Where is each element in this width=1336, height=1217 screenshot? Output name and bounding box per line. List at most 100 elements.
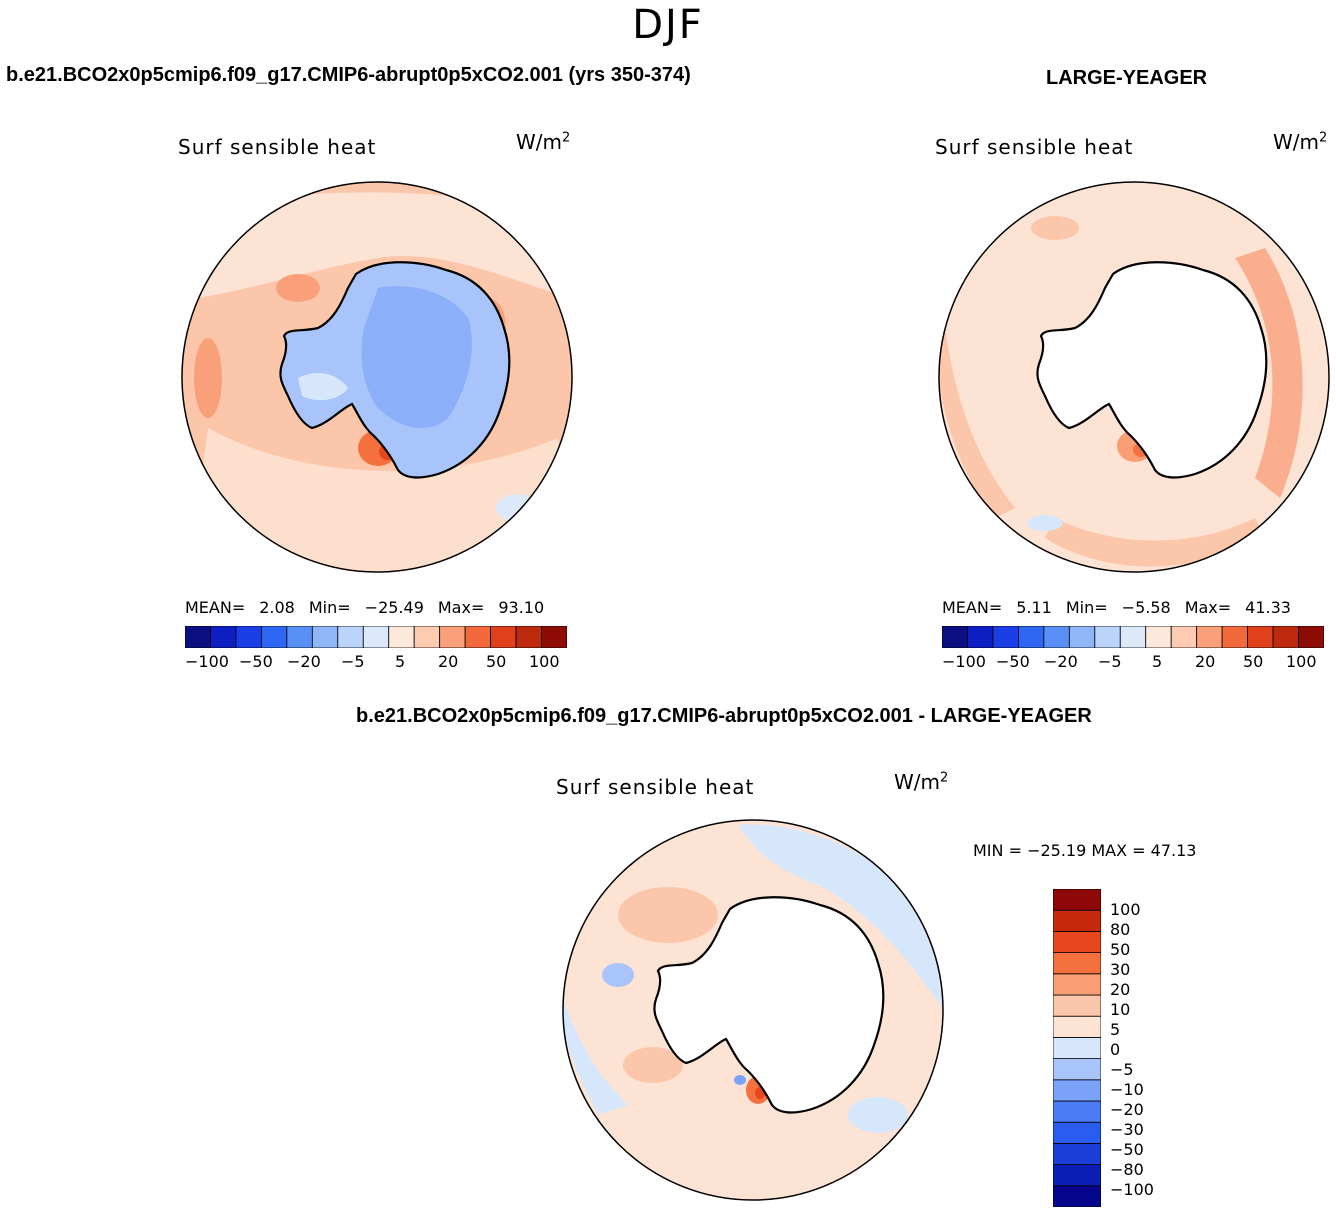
right-colorbar-ticks: −100 −50 −20 −5 5 20 50 100: [942, 652, 1324, 674]
colorbar-swatch: [1053, 1164, 1101, 1187]
colorbar-swatch: [1053, 973, 1101, 996]
tick: 30: [1110, 960, 1131, 979]
tick: −20: [287, 652, 321, 671]
left-cool-patch: [496, 494, 540, 522]
tick: −20: [1044, 652, 1078, 671]
tick: −5: [341, 652, 365, 671]
colorbar-swatch: [388, 626, 415, 648]
colorbar-swatch: [1053, 909, 1101, 932]
right-units-label: W/m2: [1273, 130, 1328, 154]
colorbar-swatch: [362, 626, 390, 648]
tick: −100: [942, 652, 986, 671]
tick: 100: [1286, 652, 1317, 671]
diff-cool-spot-ross: [734, 1075, 746, 1085]
colorbar-swatch: [1053, 1058, 1101, 1081]
diff-minmax: MIN = −25.19 MAX = 47.13: [973, 841, 1197, 860]
right-polar-map: [938, 181, 1330, 573]
colorbar-swatch: [967, 626, 994, 648]
colorbar-swatch: [515, 626, 542, 648]
colorbar-swatch: [1119, 626, 1147, 648]
colorbar-swatch: [942, 626, 968, 648]
left-stats: MEAN= 2.08 Min= −25.49 Max= 93.10: [185, 598, 545, 617]
colorbar-swatch: [185, 626, 211, 648]
tick: 5: [395, 652, 406, 671]
tick: −20: [1110, 1100, 1144, 1119]
tick: 100: [529, 652, 560, 671]
diff-variable-label: Surf sensible heat: [556, 775, 755, 799]
left-units-label: W/m2: [516, 130, 571, 154]
right-antarctica-outline: [1036, 261, 1268, 479]
tick: 50: [1243, 652, 1264, 671]
colorbar-swatch: [210, 626, 237, 648]
figure-title: DJF: [632, 2, 704, 48]
colorbar-swatch: [413, 626, 441, 648]
left-warm-patch-west: [194, 338, 222, 418]
left-colorbar: [185, 626, 567, 648]
diff-cool-band-northeast: [738, 824, 943, 1015]
tick: −5: [1110, 1060, 1134, 1079]
colorbar-swatch: [261, 626, 288, 648]
colorbar-swatch: [1053, 994, 1101, 1017]
diff-case-title: b.e21.BCO2x0p5cmip6.f09_g17.CMIP6-abrupt…: [356, 705, 1092, 727]
tick: 5: [1110, 1020, 1121, 1039]
left-ross-shelf-light: [298, 373, 348, 401]
right-variable-label: Surf sensible heat: [935, 135, 1134, 159]
colorbar-swatch: [992, 626, 1019, 648]
left-continent-interior: [361, 286, 472, 429]
diff-cool-spot: [602, 963, 634, 987]
tick: −100: [1110, 1180, 1154, 1199]
tick: −10: [1110, 1080, 1144, 1099]
diff-units-label: W/m2: [894, 770, 949, 794]
colorbar-swatch: [464, 626, 492, 648]
tick: −50: [996, 652, 1030, 671]
tick: −80: [1110, 1160, 1144, 1179]
tick: 20: [438, 652, 459, 671]
colorbar-swatch: [1053, 952, 1101, 975]
left-case-title: b.e21.BCO2x0p5cmip6.f09_g17.CMIP6-abrupt…: [6, 64, 691, 86]
colorbar-swatch: [1068, 626, 1096, 648]
colorbar-swatch: [1272, 626, 1299, 648]
colorbar-swatch: [1053, 1185, 1101, 1207]
right-warm-band-west: [939, 328, 1015, 518]
left-warm-patch: [276, 274, 320, 302]
diff-warm-patch-southwest: [623, 1047, 683, 1083]
colorbar-swatch: [1018, 626, 1045, 648]
tick: 50: [1110, 940, 1131, 959]
diff-warm-patch-north: [618, 887, 718, 943]
colorbar-swatch: [1221, 626, 1249, 648]
tick: 20: [1195, 652, 1216, 671]
colorbar-swatch: [235, 626, 262, 648]
colorbar-swatch: [1053, 1015, 1101, 1038]
colorbar-swatch: [1043, 626, 1070, 648]
tick: −50: [239, 652, 273, 671]
colorbar-swatch: [439, 626, 466, 648]
diff-antarctica-outline: [653, 896, 885, 1114]
right-map-border: [938, 181, 1330, 573]
right-warm-ring-east: [1235, 248, 1303, 498]
right-warm-patch-north: [1031, 216, 1079, 240]
colorbar-swatch: [1053, 1036, 1101, 1059]
diff-map-border: [562, 819, 944, 1201]
left-map-border: [181, 181, 573, 573]
diff-cool-patch-southeast: [848, 1097, 908, 1133]
colorbar-swatch: [1094, 626, 1121, 648]
left-light-band-south: [188, 428, 568, 572]
right-colorbar: [942, 626, 1324, 648]
colorbar-swatch: [541, 626, 567, 648]
colorbar-swatch: [311, 626, 339, 648]
right-case-title: LARGE-YEAGER: [1046, 67, 1208, 89]
tick: 0: [1110, 1040, 1121, 1059]
tick: 80: [1110, 920, 1131, 939]
colorbar-swatch: [1053, 1079, 1101, 1102]
left-variable-label: Surf sensible heat: [178, 135, 377, 159]
colorbar-swatch: [1053, 1142, 1101, 1165]
colorbar-swatch: [490, 626, 517, 648]
tick: 100: [1110, 900, 1141, 919]
colorbar-swatch: [1145, 626, 1172, 648]
tick: 50: [486, 652, 507, 671]
colorbar-swatch: [1053, 931, 1101, 954]
colorbar-swatch: [1298, 626, 1324, 648]
right-warm-band-south: [1045, 518, 1265, 567]
diff-colorbar: [1053, 889, 1101, 1207]
colorbar-swatch: [1247, 626, 1274, 648]
